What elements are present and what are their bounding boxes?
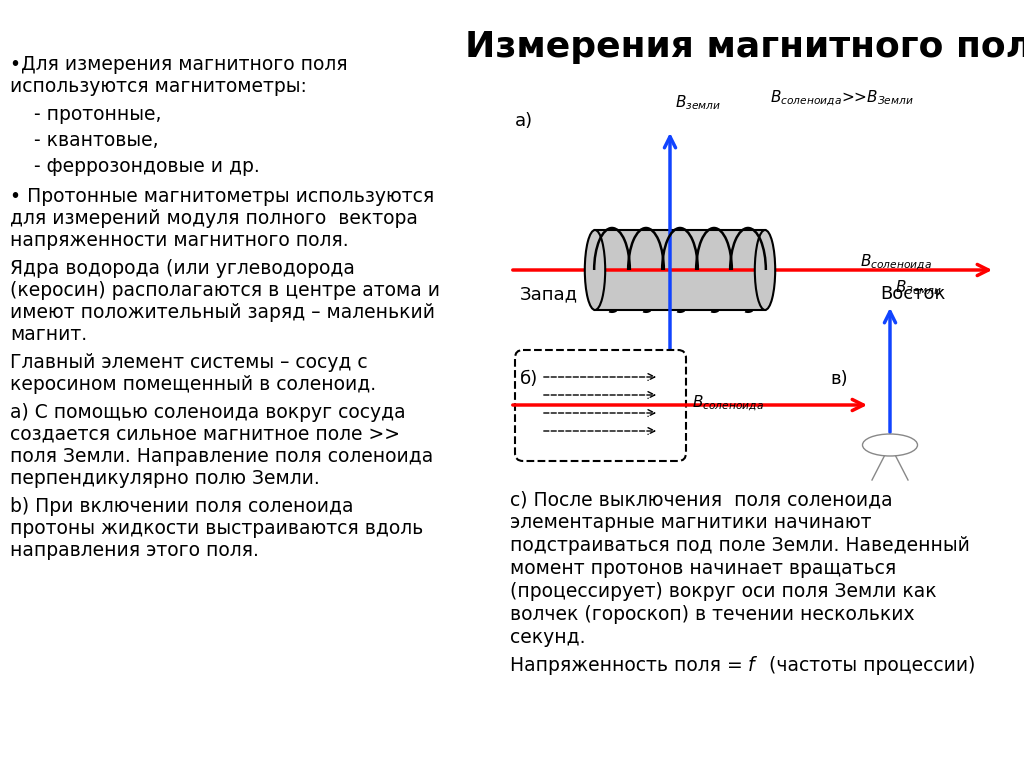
Text: Восток: Восток	[880, 285, 945, 303]
Text: (керосин) располагаются в центре атома и: (керосин) располагаются в центре атома и	[10, 281, 440, 300]
FancyBboxPatch shape	[515, 350, 686, 461]
Text: в): в)	[830, 370, 848, 388]
Text: $B_{Земли}$: $B_{Земли}$	[895, 278, 942, 297]
Text: Запад: Запад	[520, 285, 579, 303]
Text: Напряженность поля =: Напряженность поля =	[510, 656, 749, 675]
Text: (частоты процессии): (частоты процессии)	[763, 656, 976, 675]
Text: а): а)	[515, 112, 534, 130]
Text: элементарные магнитики начинают: элементарные магнитики начинают	[510, 513, 871, 532]
Text: (процессирует) вокруг оси поля Земли как: (процессирует) вокруг оси поля Земли как	[510, 582, 937, 601]
Text: $B_{земли}$: $B_{земли}$	[675, 94, 721, 112]
Text: - протонные,: - протонные,	[10, 105, 162, 124]
Text: протоны жидкости выстраиваются вдоль: протоны жидкости выстраиваются вдоль	[10, 519, 423, 538]
Text: поля Земли. Направление поля соленоида: поля Земли. Направление поля соленоида	[10, 447, 433, 466]
Text: имеют положительный заряд – маленький: имеют положительный заряд – маленький	[10, 303, 435, 322]
Text: Главный элемент системы – сосуд с: Главный элемент системы – сосуд с	[10, 353, 368, 372]
Ellipse shape	[862, 434, 918, 456]
Text: $B_{соленоида}$: $B_{соленоида}$	[692, 393, 764, 413]
Text: b) При включении поля соленоида: b) При включении поля соленоида	[10, 497, 353, 516]
Text: момент протонов начинает вращаться: момент протонов начинает вращаться	[510, 559, 896, 578]
Text: f: f	[748, 656, 755, 675]
Text: волчек (гороскоп) в течении нескольких: волчек (гороскоп) в течении нескольких	[510, 605, 914, 624]
Text: б): б)	[520, 370, 539, 388]
Text: •Для измерения магнитного поля: •Для измерения магнитного поля	[10, 55, 347, 74]
Text: - квантовые,: - квантовые,	[10, 131, 159, 150]
Text: $B_{соленоида}$: $B_{соленоида}$	[860, 252, 932, 272]
Text: c) После выключения  поля соленоида: c) После выключения поля соленоида	[510, 490, 893, 509]
Text: - феррозондовые и др.: - феррозондовые и др.	[10, 157, 260, 176]
Ellipse shape	[585, 230, 605, 310]
Text: Измерения магнитного поля: Измерения магнитного поля	[465, 30, 1024, 64]
Ellipse shape	[755, 230, 775, 310]
Text: магнит.: магнит.	[10, 325, 87, 344]
Text: подстраиваться под поле Земли. Наведенный: подстраиваться под поле Земли. Наведенны…	[510, 536, 970, 555]
Text: создается сильное магнитное поле >>: создается сильное магнитное поле >>	[10, 425, 400, 444]
Text: используются магнитометры:: используются магнитометры:	[10, 77, 307, 96]
Text: секунд.: секунд.	[510, 628, 586, 647]
Text: перпендикулярно полю Земли.: перпендикулярно полю Земли.	[10, 469, 319, 488]
Text: для измерений модуля полного  вектора: для измерений модуля полного вектора	[10, 209, 418, 228]
Text: $B_{соленоида}$>>$B_{Земли}$: $B_{соленоида}$>>$B_{Земли}$	[770, 88, 913, 108]
Text: a) С помощью соленоида вокруг сосуда: a) С помощью соленоида вокруг сосуда	[10, 403, 406, 422]
Bar	[595, 230, 765, 310]
Text: Ядра водорода (или углеводорода: Ядра водорода (или углеводорода	[10, 259, 355, 278]
Text: направления этого поля.: направления этого поля.	[10, 541, 259, 560]
Text: напряженности магнитного поля.: напряженности магнитного поля.	[10, 231, 348, 250]
Text: • Протонные магнитометры используются: • Протонные магнитометры используются	[10, 187, 434, 206]
Text: керосином помещенный в соленоид.: керосином помещенный в соленоид.	[10, 375, 376, 394]
